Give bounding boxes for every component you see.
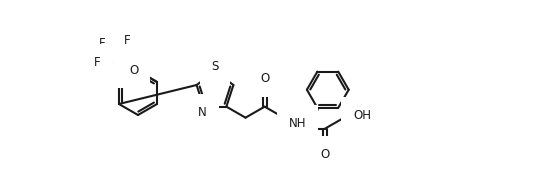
Text: NH: NH: [289, 117, 306, 130]
Text: OH: OH: [353, 109, 371, 122]
Text: O: O: [129, 63, 139, 76]
Text: O: O: [320, 148, 329, 161]
Text: F: F: [124, 34, 130, 47]
Text: N: N: [198, 106, 207, 119]
Text: S: S: [211, 60, 219, 73]
Text: O: O: [260, 72, 270, 85]
Text: F: F: [94, 56, 100, 69]
Text: F: F: [99, 37, 106, 50]
